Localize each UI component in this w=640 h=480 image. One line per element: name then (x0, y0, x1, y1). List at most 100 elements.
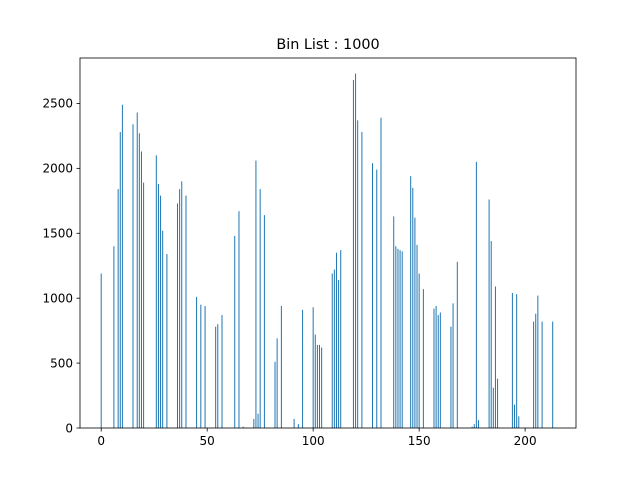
bar (314, 334, 316, 428)
y-axis: 0 500 1000 1500 2000 2500 (42, 97, 80, 435)
bar (410, 176, 412, 428)
bar (516, 294, 518, 428)
bar (511, 292, 513, 428)
bar (312, 307, 314, 428)
bar (437, 315, 439, 428)
bar (319, 344, 321, 428)
bar (200, 304, 202, 428)
bar (100, 273, 102, 428)
y-tick-label: 2500 (42, 97, 73, 111)
bar (497, 378, 499, 428)
bar (121, 104, 123, 429)
bar (439, 312, 441, 428)
bar (143, 182, 145, 428)
bar (217, 324, 219, 428)
bar (166, 254, 168, 428)
bar (473, 424, 475, 428)
bar (185, 195, 187, 428)
x-axis: 0 50 100 150 200 (97, 428, 537, 448)
bar (401, 251, 403, 428)
bar (297, 424, 299, 428)
bar (452, 303, 454, 428)
y-tick-label: 500 (50, 356, 73, 370)
bar (274, 361, 276, 428)
bar (331, 273, 333, 428)
bar (238, 211, 240, 428)
bar (450, 326, 452, 428)
bar (492, 387, 494, 428)
plot-frame (79, 57, 577, 429)
bar (253, 418, 255, 428)
bar (259, 189, 261, 428)
y-tick-label: 2000 (42, 162, 73, 176)
bar (352, 80, 354, 428)
bar (414, 217, 416, 428)
bar (280, 305, 282, 428)
bar (157, 183, 159, 428)
bar (433, 308, 435, 428)
bar (399, 250, 401, 428)
bar (177, 203, 178, 428)
bar (494, 286, 496, 428)
bar (302, 309, 304, 428)
y-tick-label: 1500 (42, 227, 73, 241)
bar (490, 241, 492, 428)
bar (117, 189, 119, 428)
bar (412, 187, 414, 428)
bar (372, 163, 374, 428)
x-tick-label: 150 (408, 434, 431, 448)
bar (155, 155, 157, 428)
bar (321, 347, 323, 428)
bar (333, 269, 335, 428)
bar (276, 338, 278, 428)
bar (221, 315, 223, 428)
bar (456, 261, 458, 428)
chart-title: Bin List : 1000 (276, 37, 379, 53)
bar (113, 246, 115, 428)
bar (340, 250, 342, 428)
x-tick-label: 0 (97, 434, 105, 448)
bar (533, 321, 535, 428)
bar (179, 189, 181, 428)
bar (380, 117, 382, 428)
bar (541, 321, 543, 428)
bar (537, 295, 539, 428)
bar (435, 305, 437, 428)
bar (552, 321, 554, 428)
y-tick-label: 0 (65, 421, 73, 435)
bar (335, 252, 337, 428)
bar (242, 426, 244, 428)
bar (316, 344, 318, 428)
bars-group (100, 73, 554, 429)
bar (338, 280, 340, 428)
bar (475, 161, 477, 429)
bar (136, 112, 138, 428)
bar (257, 413, 259, 428)
bar (395, 246, 397, 428)
bar (422, 289, 424, 428)
bar (215, 326, 217, 428)
bar (132, 124, 134, 429)
bar (119, 132, 121, 428)
x-tick-label: 100 (302, 434, 325, 448)
bar (162, 230, 164, 428)
bar (478, 420, 479, 428)
bar (397, 248, 399, 428)
bar (518, 416, 520, 428)
bar (263, 215, 265, 428)
bar (471, 426, 473, 428)
bar (293, 418, 295, 428)
bar (138, 133, 140, 429)
bar (488, 199, 490, 428)
x-tick-label: 50 (200, 434, 215, 448)
bar (160, 195, 162, 428)
bar (418, 273, 420, 428)
y-tick-label: 1000 (42, 291, 73, 305)
bar (140, 151, 142, 428)
bar (361, 132, 363, 428)
bar (196, 296, 198, 428)
bar (255, 160, 257, 428)
bar (204, 305, 206, 428)
bar (393, 216, 395, 428)
